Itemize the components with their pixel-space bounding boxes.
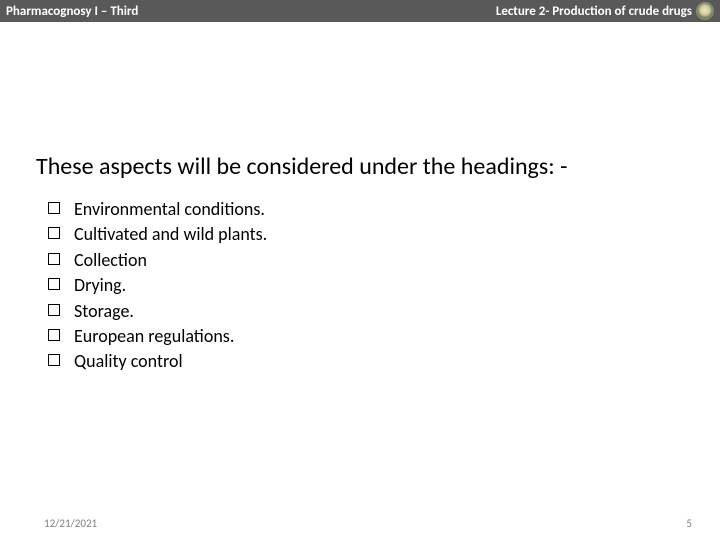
square-bullet-icon (48, 253, 60, 265)
bullet-text: European regulations. (74, 325, 234, 348)
square-bullet-icon (48, 304, 60, 316)
slide-container: Pharmacognosy I – Third Lecture 2- Produ… (0, 0, 720, 540)
bullet-text: Collection (74, 249, 147, 272)
footer-date: 12/21/2021 (44, 517, 97, 530)
header-left-text: Pharmacognosy I – Third (6, 4, 138, 19)
header-right-text: Lecture 2- Production of crude drugs (496, 4, 692, 19)
square-bullet-icon (48, 202, 60, 214)
square-bullet-icon (48, 354, 60, 366)
list-item: Drying. (48, 274, 267, 297)
footer-page-number: 5 (686, 517, 692, 530)
list-item: European regulations. (48, 325, 267, 348)
list-item: Storage. (48, 300, 267, 323)
slide-heading: These aspects will be considered under t… (36, 152, 567, 181)
list-item: Collection (48, 249, 267, 272)
bullet-text: Environmental conditions. (74, 198, 265, 221)
header-bar: Pharmacognosy I – Third Lecture 2- Produ… (0, 0, 720, 22)
bullet-list: Environmental conditions. Cultivated and… (48, 198, 267, 376)
bullet-text: Drying. (74, 274, 126, 297)
list-item: Environmental conditions. (48, 198, 267, 221)
university-logo-icon (696, 2, 714, 20)
list-item: Cultivated and wild plants. (48, 223, 267, 246)
square-bullet-icon (48, 329, 60, 341)
square-bullet-icon (48, 227, 60, 239)
list-item: Quality control (48, 350, 267, 373)
header-right-group: Lecture 2- Production of crude drugs (496, 2, 714, 20)
bullet-text: Storage. (74, 300, 134, 323)
bullet-text: Cultivated and wild plants. (74, 223, 267, 246)
bullet-text: Quality control (74, 350, 183, 373)
square-bullet-icon (48, 278, 60, 290)
